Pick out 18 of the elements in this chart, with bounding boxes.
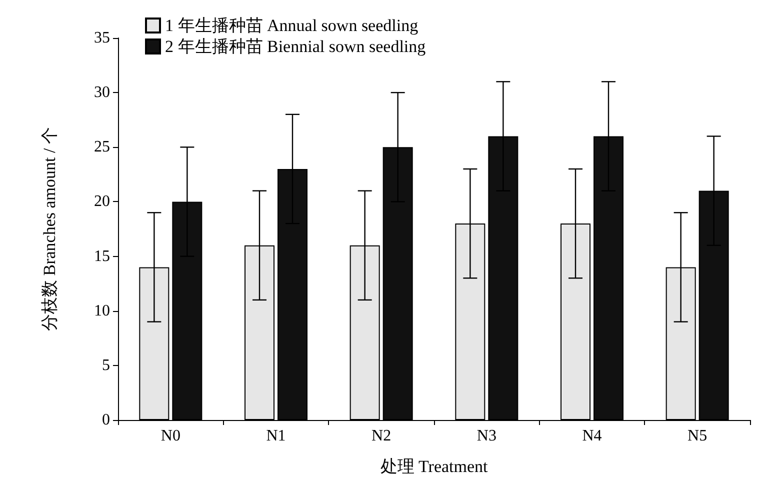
legend-label: 1 年生播种苗 Annual sown seedling [165, 16, 419, 35]
legend-label: 2 年生播种苗 Biennial sown seedling [165, 37, 426, 56]
y-tick-label: 10 [94, 302, 110, 320]
y-tick-label: 5 [102, 356, 110, 374]
y-tick-label: 15 [94, 248, 110, 265]
x-axis-title: 处理 Treatment [380, 457, 488, 476]
y-tick-label: 35 [94, 30, 110, 46]
x-tick-label: N1 [266, 428, 286, 444]
y-tick-label: 0 [102, 412, 110, 428]
x-tick-label: N4 [582, 428, 602, 444]
y-tick-label: 20 [94, 193, 110, 210]
y-axis-title: 分枝数 Branches amount / 个 [40, 127, 59, 331]
y-tick-label: 25 [94, 138, 110, 156]
x-tick-label: N5 [688, 428, 708, 444]
x-tick-label: N2 [372, 428, 392, 444]
x-tick-label: N3 [476, 428, 496, 444]
y-tick-label: 30 [94, 84, 110, 102]
x-tick-label: N0 [160, 428, 180, 444]
